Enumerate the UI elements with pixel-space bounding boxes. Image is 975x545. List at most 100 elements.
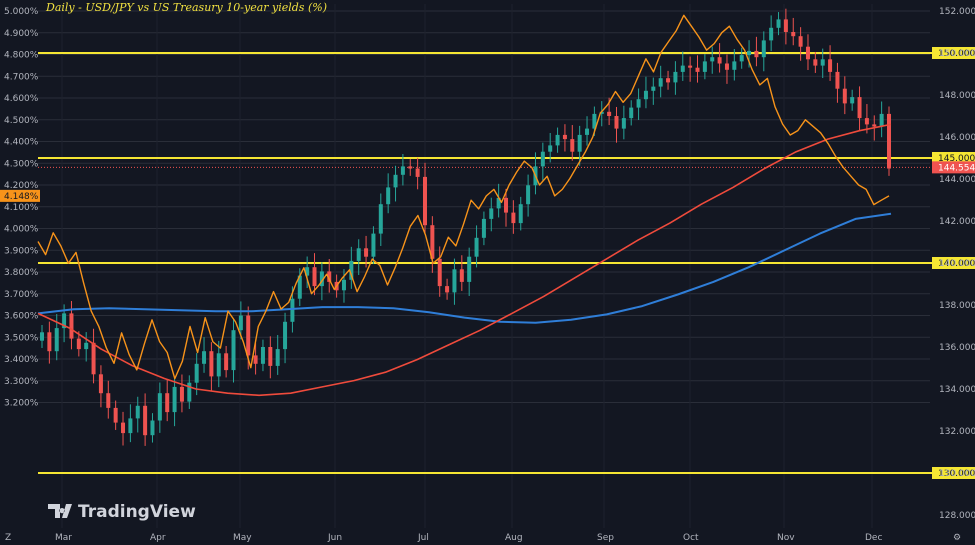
- candle-body: [548, 145, 553, 152]
- candle-body: [695, 67, 700, 72]
- x-tick-label: Sep: [597, 533, 614, 543]
- candle-body: [437, 258, 442, 287]
- axis-z-label: Z: [5, 533, 11, 543]
- right-tick-label: 130.000: [939, 469, 975, 479]
- x-tick-label: Jul: [417, 533, 429, 543]
- candle-body: [496, 197, 501, 209]
- right-tick-label: 148.000: [939, 91, 975, 101]
- last-price-label-bg: [932, 161, 975, 174]
- candle-body: [791, 32, 796, 37]
- candle-body: [540, 151, 545, 167]
- candle-body: [842, 88, 847, 104]
- left-tick-label: 4.900%: [4, 29, 39, 39]
- candle-body: [504, 197, 509, 213]
- level-label-bg: [932, 467, 975, 479]
- candle-body: [224, 353, 229, 371]
- right-tick-label: 142.000: [939, 217, 975, 227]
- candle-body: [268, 347, 273, 366]
- right-tick-label: 134.000: [939, 385, 975, 395]
- left-tick-label: 3.600%: [4, 312, 39, 322]
- candle-body: [805, 46, 810, 60]
- candle-body: [312, 267, 317, 287]
- x-tick-label: Mar: [55, 533, 72, 543]
- left-axis: 5.000% 4.900% 4.800% 4.700% 4.600% 4.500% 4.40…: [0, 7, 40, 409]
- blue-moving-average-line: [37, 212, 892, 324]
- right-tick-label: 138.000: [939, 301, 975, 311]
- candle-body: [341, 279, 346, 291]
- candle-body: [91, 342, 96, 375]
- candle-body: [710, 57, 715, 62]
- candle-body: [231, 330, 236, 371]
- candle-body: [783, 19, 788, 32]
- red-moving-average-line: [37, 123, 892, 397]
- left-tick-label: 3.800%: [4, 268, 39, 278]
- candle-body: [422, 176, 427, 226]
- x-tick-label: Dec: [865, 533, 882, 543]
- candle-body: [555, 134, 560, 146]
- candle-body: [165, 393, 170, 413]
- candle-body: [150, 420, 155, 436]
- level-label: 140.000: [938, 259, 975, 269]
- candle-body: [688, 65, 693, 68]
- candle-body: [607, 111, 612, 116]
- candle-body: [275, 349, 280, 366]
- candle-body: [776, 19, 781, 28]
- candle-body: [290, 298, 295, 322]
- candle-body: [754, 50, 759, 58]
- candle-body: [283, 321, 288, 350]
- candle-body: [408, 166, 413, 169]
- yield-line: [37, 14, 890, 380]
- left-tick-label: 3.300%: [4, 377, 39, 387]
- candle-body: [526, 185, 531, 205]
- candle-body: [467, 256, 472, 282]
- right-tick-label: 128.000: [939, 511, 975, 521]
- candle-body: [732, 61, 737, 70]
- candle-body: [673, 71, 678, 83]
- candle-body: [452, 269, 457, 293]
- level-label: 145.000: [938, 154, 975, 164]
- candle-body: [481, 218, 486, 238]
- candle-body: [202, 351, 207, 364]
- candle-body: [143, 405, 148, 436]
- left-tick-label: 3.900%: [4, 246, 39, 256]
- candle-body: [47, 332, 52, 352]
- left-tick-label: 4.500%: [4, 116, 39, 126]
- right-tick-label: 150.000: [939, 49, 975, 59]
- chart-title: Daily - USD/JPY vs US Treasury 10-year y…: [45, 1, 327, 14]
- candle-body: [297, 275, 302, 299]
- candle-body: [599, 111, 604, 114]
- candle-body: [371, 233, 376, 257]
- candle-body: [327, 271, 332, 282]
- candle-body: [378, 204, 383, 234]
- yield-value-label-bg: [0, 189, 40, 202]
- candle-body: [864, 118, 869, 125]
- right-tick-label: 136.000: [939, 343, 975, 353]
- candle-body: [349, 260, 354, 280]
- candle-body: [614, 116, 619, 129]
- level-label-bg: [932, 47, 975, 59]
- left-tick-label: 3.400%: [4, 355, 39, 365]
- left-tick-label: 4.700%: [4, 72, 39, 82]
- candle-body: [106, 393, 111, 408]
- level-label-bg: [932, 257, 975, 269]
- candle-body: [592, 113, 597, 129]
- candle-body: [430, 225, 435, 259]
- tradingview-logo[interactable]: TradingView: [48, 502, 196, 522]
- candle-body: [400, 166, 405, 175]
- candle-body: [356, 248, 361, 261]
- candle-body: [636, 99, 641, 108]
- candle-body: [253, 355, 258, 364]
- x-tick-label: Oct: [683, 533, 699, 543]
- left-tick-label: 4.000%: [4, 225, 39, 235]
- candle-body: [445, 286, 450, 293]
- candle-body: [121, 422, 126, 434]
- candle-body: [113, 407, 118, 423]
- level-label: 130.000: [938, 469, 975, 479]
- candle-body: [651, 86, 656, 91]
- tradingview-logo-icon: [48, 504, 72, 518]
- candle-body: [194, 363, 199, 383]
- candle-body: [879, 113, 884, 127]
- candle-body: [739, 55, 744, 62]
- axis-settings-icon: ⚙: [953, 533, 961, 543]
- candle-body: [179, 386, 184, 402]
